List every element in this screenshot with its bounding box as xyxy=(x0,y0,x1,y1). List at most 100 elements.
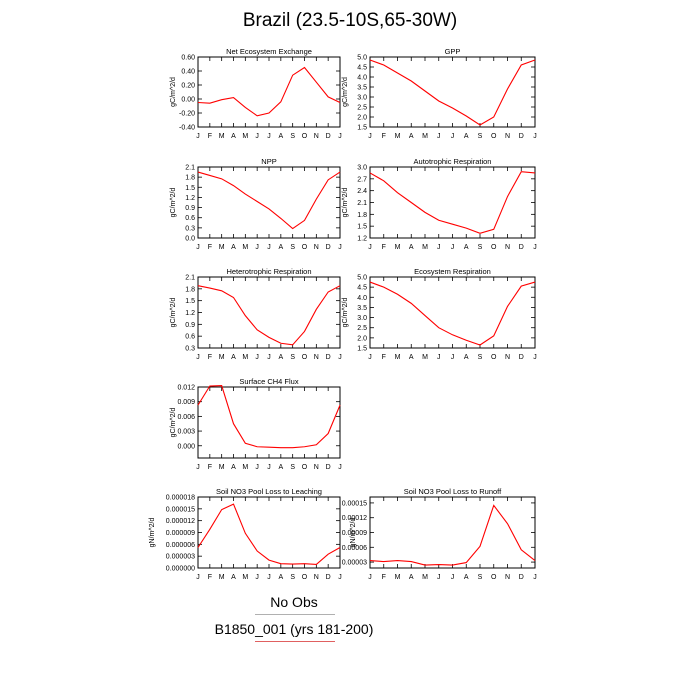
panel-title: Heterotrophic Respiration xyxy=(226,267,311,276)
y-tick-label: 0.006 xyxy=(177,414,195,421)
x-tick-label: S xyxy=(290,354,295,361)
x-tick-label: J xyxy=(196,354,200,361)
x-tick-label: D xyxy=(519,244,524,251)
x-tick-label: N xyxy=(505,574,510,581)
x-tick-label: D xyxy=(519,133,524,140)
x-tick-label: J xyxy=(267,574,271,581)
series-line xyxy=(369,59,536,126)
x-tick-label: A xyxy=(231,133,236,140)
y-tick-label: 2.1 xyxy=(185,165,195,172)
x-tick-label: S xyxy=(478,354,483,361)
y-axis-label: gC/m^2/d xyxy=(342,77,349,107)
plot-frame xyxy=(369,166,536,239)
y-axis-label: gC/m^2/d xyxy=(170,408,177,438)
panel-title: Autotrophic Respiration xyxy=(414,157,492,166)
x-tick-label: J xyxy=(196,574,200,581)
y-tick-label: 3.0 xyxy=(357,95,367,102)
x-tick-label: J xyxy=(451,244,455,251)
panel-title: NPP xyxy=(261,157,276,166)
x-tick-label: J xyxy=(437,244,441,251)
y-tick-label: 1.2 xyxy=(185,195,195,202)
x-tick-label: M xyxy=(242,244,248,251)
x-tick-label: A xyxy=(409,244,414,251)
x-tick-label: J xyxy=(338,133,342,140)
x-tick-label: A xyxy=(231,354,236,361)
x-tick-label: J xyxy=(338,574,342,581)
x-tick-label: M xyxy=(242,354,248,361)
x-tick-label: O xyxy=(302,244,308,251)
y-tick-label: 0.00 xyxy=(181,97,195,104)
x-tick-label: J xyxy=(368,133,372,140)
x-tick-label: M xyxy=(219,354,225,361)
x-tick-label: S xyxy=(478,244,483,251)
panel-title: GPP xyxy=(445,47,461,56)
x-tick-label: A xyxy=(409,133,414,140)
x-tick-label: J xyxy=(437,133,441,140)
y-tick-label: 5.0 xyxy=(357,275,367,282)
y-tick-label: 5.0 xyxy=(357,55,367,62)
y-tick-label: -0.20 xyxy=(179,111,195,118)
x-tick-label: O xyxy=(491,244,497,251)
y-tick-label: 0.00009 xyxy=(342,530,367,537)
y-tick-label: 0.00015 xyxy=(342,500,367,507)
x-tick-label: J xyxy=(338,464,342,471)
x-tick-label: N xyxy=(314,133,319,140)
y-axis-label: gC/m^2/d xyxy=(342,298,349,328)
y-tick-label: 4.5 xyxy=(357,65,367,72)
y-tick-label: 2.7 xyxy=(357,176,367,183)
y-tick-label: 0.40 xyxy=(181,69,195,76)
y-axis-label: gC/m^2/d xyxy=(342,188,349,218)
x-tick-label: J xyxy=(338,354,342,361)
y-tick-label: 1.8 xyxy=(185,286,195,293)
plot-frame xyxy=(197,496,341,569)
x-tick-label: O xyxy=(302,464,308,471)
y-tick-label: 0.000000 xyxy=(166,566,195,573)
y-axis-label: gN/m^2/d xyxy=(149,518,156,548)
x-tick-label: J xyxy=(533,354,537,361)
x-tick-label: J xyxy=(196,244,200,251)
x-tick-label: J xyxy=(255,354,259,361)
y-tick-label: 1.8 xyxy=(357,212,367,219)
y-tick-label: 4.0 xyxy=(357,75,367,82)
x-tick-label: J xyxy=(437,354,441,361)
x-tick-label: N xyxy=(505,244,510,251)
x-tick-label: M xyxy=(422,133,428,140)
series-line xyxy=(369,281,536,346)
series-line xyxy=(369,504,536,566)
x-tick-label: F xyxy=(208,133,212,140)
x-tick-label: F xyxy=(382,354,386,361)
y-axis-label: gC/m^2/d xyxy=(170,77,177,107)
x-tick-label: J xyxy=(267,354,271,361)
x-tick-label: A xyxy=(231,574,236,581)
x-tick-label: M xyxy=(242,464,248,471)
x-tick-label: J xyxy=(267,464,271,471)
x-tick-label: S xyxy=(478,574,483,581)
panel-title: Soil NO3 Pool Loss to Runoff xyxy=(404,487,502,496)
x-tick-label: S xyxy=(290,574,295,581)
x-tick-label: M xyxy=(422,574,428,581)
y-axis-label: gC/m^2/d xyxy=(170,298,177,328)
series-line xyxy=(197,503,341,566)
figure-title: Brazil (23.5-10S,65-30W) xyxy=(242,10,458,31)
x-tick-label: O xyxy=(491,133,497,140)
legend-case-line xyxy=(255,641,335,642)
x-tick-label: A xyxy=(409,574,414,581)
x-tick-label: J xyxy=(267,244,271,251)
series-line xyxy=(197,384,341,449)
y-tick-label: 2.1 xyxy=(357,200,367,207)
x-tick-label: M xyxy=(219,133,225,140)
x-tick-label: J xyxy=(533,133,537,140)
y-tick-label: 0.000003 xyxy=(166,554,195,561)
y-tick-label: 0.00003 xyxy=(342,560,367,567)
x-tick-label: S xyxy=(478,133,483,140)
x-tick-label: M xyxy=(395,133,401,140)
y-tick-label: 3.0 xyxy=(357,315,367,322)
y-tick-label: 2.5 xyxy=(357,325,367,332)
y-tick-label: 2.0 xyxy=(357,115,367,122)
x-tick-label: F xyxy=(382,574,386,581)
